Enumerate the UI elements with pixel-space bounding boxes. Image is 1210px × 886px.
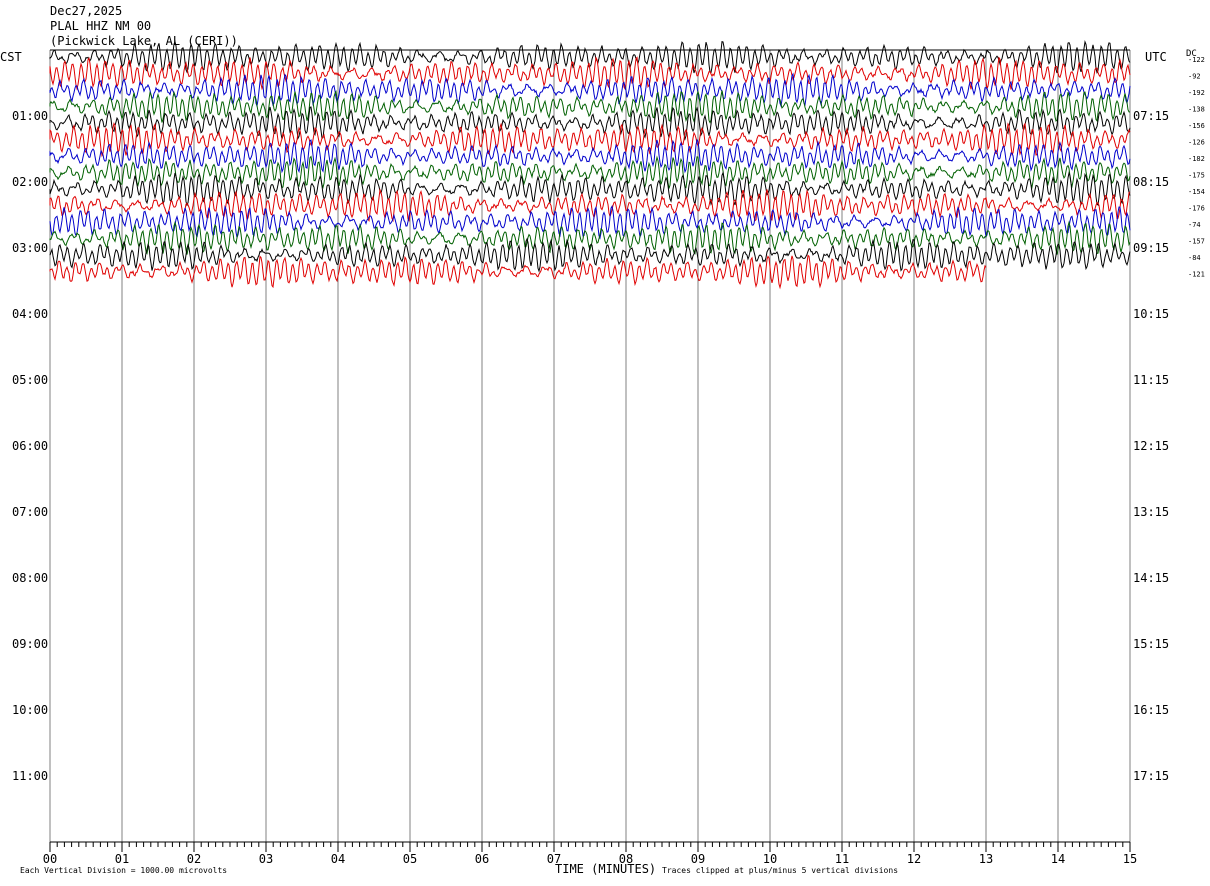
header-station: PLAL HHZ NM 00	[50, 19, 152, 33]
utc-hour-label: 08:15	[1133, 175, 1169, 189]
cst-hour-label: 01:00	[12, 109, 48, 123]
cst-hour-label: 10:00	[12, 703, 48, 717]
x-tick-label-06: 06	[474, 852, 490, 866]
x-tick-label-01: 01	[114, 852, 130, 866]
cst-hour-label: 06:00	[12, 439, 48, 453]
x-tick-label-02: 02	[186, 852, 202, 866]
x-tick-label-00: 00	[42, 852, 58, 866]
cst-hour-label: 04:00	[12, 307, 48, 321]
utc-hour-label: 09:15	[1133, 241, 1169, 255]
trace-8	[49, 171, 1131, 207]
dc-offset-label: -192	[1188, 89, 1205, 97]
x-tick-label-07: 07	[546, 852, 562, 866]
x-tick-label-03: 03	[258, 852, 274, 866]
utc-hour-label: 14:15	[1133, 571, 1169, 585]
utc-label: UTC	[1145, 50, 1167, 64]
trace-2	[49, 72, 1131, 108]
cst-label: CST	[0, 50, 22, 64]
dc-offset-label: -122	[1188, 56, 1205, 64]
x-tick-label-15: 15	[1122, 852, 1138, 866]
cst-hour-label: 05:00	[12, 373, 48, 387]
clip-note: Traces clipped at plus/minus 5 vertical …	[662, 866, 899, 875]
seismic-traces	[49, 39, 1131, 290]
utc-hour-label: 10:15	[1133, 307, 1169, 321]
utc-hour-label: 12:15	[1133, 439, 1169, 453]
dc-offset-label: -92	[1188, 73, 1201, 81]
x-tick-label-13: 13	[978, 852, 994, 866]
dc-offset-label: -182	[1188, 155, 1205, 163]
dc-offset-label: -121	[1188, 271, 1205, 279]
dc-offset-label: -176	[1188, 205, 1205, 213]
cst-hour-label: 11:00	[12, 769, 48, 783]
cst-hour-label: 02:00	[12, 175, 48, 189]
utc-hour-label: 07:15	[1133, 109, 1169, 123]
utc-hour-label: 13:15	[1133, 505, 1169, 519]
cst-hour-label: 08:00	[12, 571, 48, 585]
time-labels: 01:00 02:00 03:00 04:00 05:00 06:00 07:00 08:00…	[12, 56, 1205, 783]
x-tick-label-08: 08	[618, 852, 634, 866]
trace-6	[49, 138, 1131, 174]
x-axis-title: TIME (MINUTES)	[555, 862, 657, 876]
dc-offset-label: -74	[1188, 221, 1201, 229]
cst-hour-label: 09:00	[12, 637, 48, 651]
trace-9	[49, 188, 1131, 223]
trace-3	[49, 89, 1131, 124]
x-tick-label-09: 09	[690, 852, 706, 866]
utc-hour-label: 15:15	[1133, 637, 1169, 651]
trace-7	[49, 155, 1131, 190]
utc-hour-label: 16:15	[1133, 703, 1169, 717]
scale-note: Each Vertical Division = 1000.00 microvo…	[20, 866, 228, 875]
trace-13	[49, 254, 987, 290]
x-tick-label-12: 12	[906, 852, 922, 866]
x-tick-label-11: 11	[834, 852, 850, 866]
trace-1	[49, 56, 1131, 91]
trace-5	[49, 122, 1131, 158]
utc-hour-label: 11:15	[1133, 373, 1169, 387]
dc-offset-label: -138	[1188, 106, 1205, 114]
cst-hour-label: 07:00	[12, 505, 48, 519]
dc-offset-label: -154	[1188, 188, 1205, 196]
trace-12	[49, 237, 1131, 273]
dc-offset-label: -156	[1188, 122, 1205, 130]
utc-hour-label: 17:15	[1133, 769, 1169, 783]
dc-label: DC	[1186, 49, 1197, 59]
trace-4	[49, 106, 1131, 141]
dc-offset-label: -84	[1188, 254, 1201, 262]
x-tick-label-05: 05	[402, 852, 418, 866]
header-date: Dec27,2025	[50, 4, 123, 18]
x-tick-label-10: 10	[762, 852, 778, 866]
header-location: (Pickwick Lake, AL (CERI))	[50, 34, 238, 48]
cst-hour-label: 03:00	[12, 241, 48, 255]
x-tick-label-14: 14	[1050, 852, 1066, 866]
dc-offset-label: -157	[1188, 238, 1205, 246]
x-tick-label-04: 04	[330, 852, 346, 866]
trace-10	[49, 205, 1131, 240]
dc-offset-label: -175	[1188, 172, 1205, 180]
dc-offset-label: -126	[1188, 139, 1205, 147]
time-axis	[49, 841, 1131, 852]
